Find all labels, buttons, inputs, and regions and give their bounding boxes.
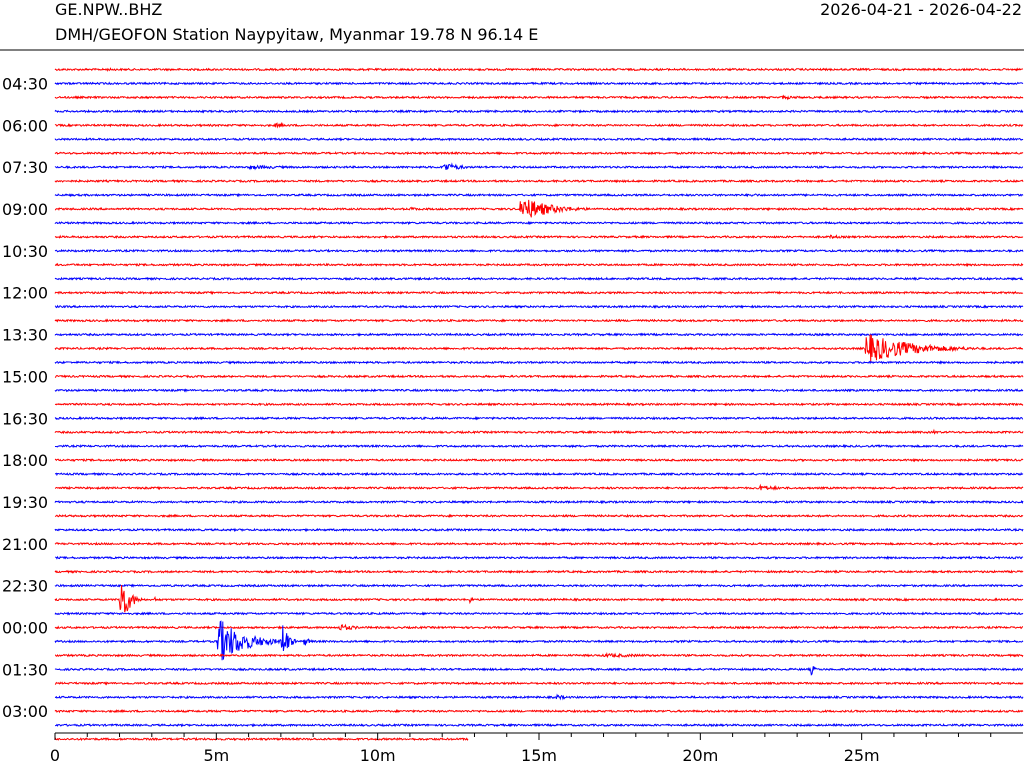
y-tick-label: 07:30 [2,158,48,177]
trace-row-39 [54,611,1024,616]
trace-row-42 [54,651,1024,659]
trace-row-36 [54,569,1024,575]
trace-row-38 [54,584,1024,613]
x-tick-label: 20m [682,746,718,765]
y-tick-label: 21:00 [2,535,48,554]
trace-row-20 [54,334,1024,363]
y-tick-label: 15:00 [2,367,48,386]
y-tick-label: 03:00 [2,702,48,721]
y-tick-label: 12:00 [2,284,48,303]
trace-row-47 [54,722,1024,728]
trace-row-3 [54,109,1024,114]
trace-row-34 [54,541,1024,547]
y-tick-label: 09:00 [2,200,48,219]
y-tick-label: 00:00 [2,619,48,638]
x-tick-label: 5m [203,746,229,765]
trace-row-28 [54,457,1024,463]
y-tick-label: 18:00 [2,451,48,470]
trace-row-40 [54,623,1024,631]
y-tick-label: 01:30 [2,660,48,679]
y-tick-label: 06:00 [2,116,48,135]
trace-row-8 [54,178,1024,184]
trace-row-14 [54,262,1024,268]
trace-row-24 [54,402,1024,407]
x-tick-label: 25m [844,746,880,765]
y-tick-label: 04:30 [2,75,48,94]
channel-title: GE.NPW..BHZ [55,0,163,19]
y-tick-label: 13:30 [2,326,48,345]
y-tick-label: 22:30 [2,577,48,596]
trace-row-22 [54,374,1024,379]
x-tick-label: 15m [521,746,557,765]
trace-row-26 [54,428,1024,435]
trace-row-7 [54,162,1024,171]
x-tick-label: 0 [50,746,60,765]
y-tick-label: 19:30 [2,493,48,512]
trace-row-35 [54,555,1024,561]
trace-row-17 [54,304,1024,309]
trace-row-32 [54,513,1024,519]
trace-row-33 [54,527,1024,533]
trace-row-41 [54,620,1024,661]
trace-row-27 [54,443,1024,449]
x-tick-label: 10m [360,746,396,765]
trace-row-15 [54,276,1024,282]
trace-row-2 [54,94,1024,101]
trace-row-45 [54,693,1024,701]
trace-row-21 [54,360,1024,365]
trace-row-31 [54,499,1024,505]
trace-row-19 [54,332,1024,337]
trace-row-11 [54,220,1024,226]
trace-row-29 [54,471,1024,477]
trace-row-1 [54,81,1024,86]
trace-rows [54,67,1024,742]
trace-row-12 [54,234,1024,240]
y-tick-label: 10:30 [2,242,48,261]
trace-row-48 [54,736,469,742]
trace-row-13 [54,248,1024,254]
trace-row-30 [54,483,1024,491]
trace-row-25 [54,416,1024,421]
trace-row-18 [54,318,1024,323]
trace-row-37 [54,583,1024,588]
y-axis-time-labels: 04:30 06:00 07:30 09:00 10:30 12:00 13:30 15:00… [2,75,48,722]
trace-row-4 [54,121,1024,129]
trace-row-43 [54,666,1024,676]
trace-row-44 [54,681,1024,686]
trace-row-23 [54,388,1024,393]
date-range: 2026-04-21 - 2026-04-22 [820,0,1022,19]
trace-row-10 [54,199,1024,218]
trace-row-6 [54,150,1024,156]
station-title: DMH/GEOFON Station Naypyitaw, Myanmar 19… [55,25,539,44]
trace-row-5 [54,136,1024,142]
trace-row-9 [54,192,1024,198]
trace-row-16 [54,290,1024,295]
trace-row-46 [54,708,1024,714]
y-tick-label: 16:30 [2,409,48,428]
x-axis: 0 5m 10m 15m 20m 25m [50,732,1023,765]
trace-row-0 [54,67,1024,72]
